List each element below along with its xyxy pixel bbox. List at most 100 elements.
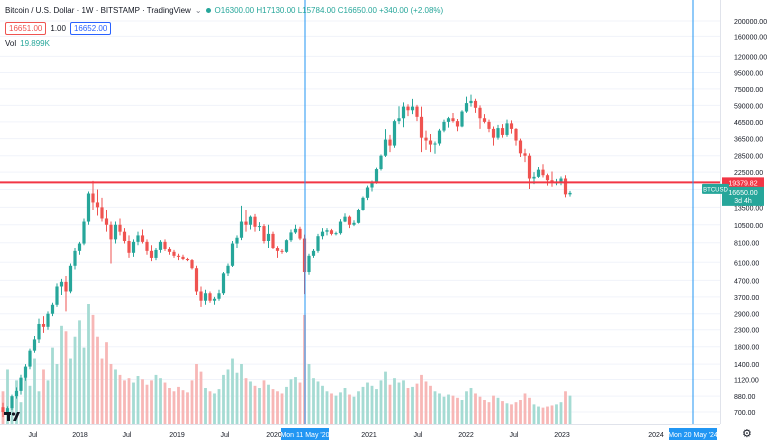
candle-body[interactable]	[293, 228, 298, 233]
symbol-tag-badge[interactable]	[702, 183, 729, 194]
candle-body[interactable]	[190, 260, 194, 269]
candle-body[interactable]	[487, 121, 491, 129]
candle-body[interactable]	[19, 377, 23, 391]
candle-body[interactable]	[352, 222, 356, 225]
candle-body[interactable]	[163, 241, 167, 249]
candle-body[interactable]	[158, 241, 163, 250]
candle-body[interactable]	[509, 123, 514, 129]
candle-body[interactable]	[388, 139, 392, 146]
candle-body[interactable]	[451, 118, 455, 122]
candle-body[interactable]	[514, 128, 518, 141]
candle-body[interactable]	[298, 228, 302, 239]
candle-body[interactable]	[460, 111, 464, 127]
candle-body[interactable]	[428, 140, 433, 145]
candle-body[interactable]	[284, 240, 289, 252]
volume-label[interactable]: Vol	[5, 39, 17, 48]
candle-body[interactable]	[181, 256, 185, 259]
candle-body[interactable]	[338, 221, 343, 234]
candle-body[interactable]	[113, 224, 118, 240]
candle-body[interactable]	[23, 366, 28, 378]
candle-body[interactable]	[10, 396, 14, 409]
candle-body[interactable]	[500, 128, 505, 135]
chevron-down-icon[interactable]: ⌄	[194, 6, 202, 15]
candle-body[interactable]	[100, 207, 104, 219]
candle-body[interactable]	[329, 230, 334, 234]
candle-body[interactable]	[104, 218, 109, 225]
candle-body[interactable]	[401, 106, 406, 119]
candle-body[interactable]	[397, 118, 401, 122]
candle-body[interactable]	[505, 123, 509, 135]
vertical-line-date-badge[interactable]	[281, 428, 329, 440]
candle-body[interactable]	[91, 193, 95, 203]
candle-body[interactable]	[325, 230, 329, 232]
candle-body[interactable]	[95, 202, 100, 208]
candle-body[interactable]	[374, 169, 379, 184]
candle-body[interactable]	[32, 339, 37, 351]
candle-body[interactable]	[478, 107, 482, 119]
candle-body[interactable]	[262, 226, 266, 242]
candle-body[interactable]	[172, 251, 176, 256]
candle-body[interactable]	[5, 408, 10, 412]
candle-body[interactable]	[235, 237, 239, 244]
candle-body[interactable]	[239, 221, 244, 238]
candle-body[interactable]	[361, 197, 365, 210]
candle-body[interactable]	[118, 224, 122, 232]
gear-icon[interactable]: ⚙	[742, 428, 752, 440]
candle-body[interactable]	[406, 106, 410, 111]
candle-body[interactable]	[334, 233, 338, 235]
candle-body[interactable]	[415, 106, 419, 117]
candle-body[interactable]	[82, 221, 86, 244]
tradingview-logo-icon[interactable]	[4, 410, 20, 422]
candle-body[interactable]	[226, 265, 230, 274]
candle-body[interactable]	[77, 243, 82, 251]
candle-body[interactable]	[536, 169, 541, 177]
candle-body[interactable]	[275, 248, 280, 251]
candle-body[interactable]	[442, 121, 446, 131]
candle-body[interactable]	[230, 243, 235, 266]
candle-body[interactable]	[266, 233, 271, 242]
candle-body[interactable]	[289, 232, 293, 241]
candle-body[interactable]	[455, 121, 460, 127]
candle-body[interactable]	[280, 250, 284, 252]
candle-body[interactable]	[271, 233, 275, 249]
last-price-badge[interactable]	[722, 186, 764, 206]
candle-body[interactable]	[50, 304, 55, 314]
candle-body[interactable]	[154, 249, 158, 258]
candle-body[interactable]	[527, 155, 532, 179]
candle-body[interactable]	[311, 250, 316, 256]
candle-body[interactable]	[176, 255, 181, 257]
candle-body[interactable]	[523, 153, 527, 156]
candle-body[interactable]	[212, 298, 217, 301]
sell-price-button[interactable]: 16651.00	[5, 22, 47, 35]
candle-body[interactable]	[208, 293, 212, 301]
candle-body[interactable]	[37, 323, 41, 340]
candle-body[interactable]	[136, 235, 140, 242]
candle-body[interactable]	[127, 241, 131, 253]
candle-body[interactable]	[28, 350, 32, 367]
candle-body[interactable]	[203, 293, 208, 301]
candle-body[interactable]	[140, 235, 145, 242]
candle-body[interactable]	[568, 192, 572, 195]
vertical-line-date-badge[interactable]	[669, 428, 717, 440]
candle-body[interactable]	[433, 143, 437, 145]
candle-body[interactable]	[473, 100, 478, 108]
candle-body[interactable]	[185, 258, 190, 261]
candle-body[interactable]	[73, 250, 77, 266]
candle-body[interactable]	[559, 178, 563, 183]
candle-body[interactable]	[244, 221, 248, 225]
candle-body[interactable]	[424, 137, 428, 141]
candle-body[interactable]	[545, 175, 550, 181]
candle-body[interactable]	[1, 407, 5, 412]
candle-body[interactable]	[541, 169, 545, 176]
candle-body[interactable]	[316, 236, 320, 251]
candle-body[interactable]	[14, 390, 19, 397]
candle-body[interactable]	[217, 293, 221, 299]
candle-body[interactable]	[109, 224, 113, 240]
candle-body[interactable]	[145, 241, 149, 251]
candle-body[interactable]	[379, 155, 383, 170]
candle-body[interactable]	[446, 118, 451, 122]
candle-body[interactable]	[122, 231, 127, 242]
candle-body[interactable]	[491, 128, 496, 138]
candle-body[interactable]	[365, 187, 370, 198]
